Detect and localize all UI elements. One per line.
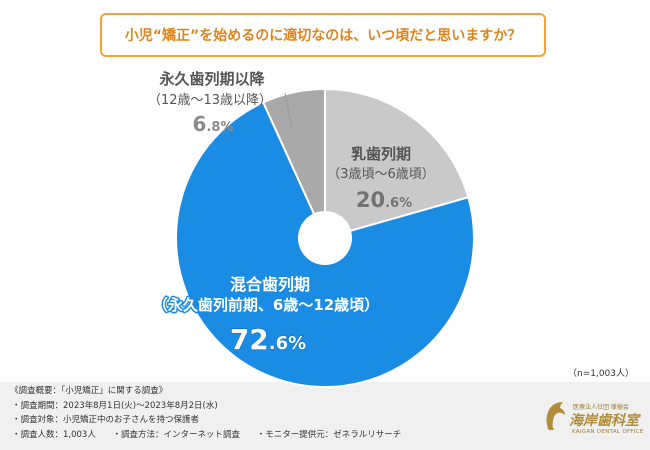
logo-clinic-name-en: KAIGAN DENTAL OFFICE — [572, 429, 644, 435]
donut-hole — [298, 211, 352, 265]
value-label-permanent-dentition: 6.8% — [193, 112, 234, 136]
pie-slice-primary-dentition — [324, 88, 470, 239]
survey-provider: ・モニター提供元：ゼネラルリサーチ — [256, 430, 402, 440]
leader-line-permanent-dentition — [284, 92, 293, 129]
label-permanent-dentition: 永久歯列期以降 — [158, 70, 265, 88]
survey-period: ・調査期間：2023年8月1日(火)～2023年8月2日(水) — [12, 401, 218, 411]
survey-summary-background — [0, 382, 650, 450]
value-label-primary-dentition: 20.6% — [356, 188, 412, 212]
pie-slice-permanent-dentition — [262, 88, 326, 239]
note-mixed-dentition: （永久歯列前期、6歳～12歳頃） — [153, 296, 379, 314]
note-permanent-dentition: （12歳～13歳以降） — [148, 93, 272, 108]
survey-heading: 《調査概要：「小児矯正」に関する調査》 — [10, 386, 168, 396]
survey-details-row: ・調査人数：1,003人 ・調査方法：インターネット調査 ・モニター提供元：ゼネ… — [12, 430, 415, 441]
value-label-mixed-dentition: 72.6% — [230, 323, 306, 356]
label-mixed-dentition: 混合歯列期 — [230, 275, 310, 294]
question-title-box: 小児“矯正”を始めるのに適切なのは、いつ頃だと思いますか？ — [100, 13, 546, 57]
logo-clinic-name: 海岸歯科室 — [569, 413, 639, 429]
sample-size: （n=1,003人） — [567, 369, 634, 379]
logo-corporation: 医療法人社団 徹樹会 — [573, 404, 629, 411]
survey-respondents: ・調査人数：1,003人 — [12, 430, 96, 440]
dolphin-icon — [543, 400, 567, 432]
survey-method: ・調査方法：インターネット調査 — [112, 430, 241, 440]
label-primary-dentition: 乳歯列期 — [351, 145, 411, 163]
survey-target: ・調査対象：小児矯正中のお子さんを持つ保護者 — [12, 415, 200, 425]
note-primary-dentition: （3歳頃～6歳頃） — [327, 167, 435, 182]
question-title: 小児“矯正”を始めるのに適切なのは、いつ頃だと思いますか？ — [124, 28, 522, 44]
